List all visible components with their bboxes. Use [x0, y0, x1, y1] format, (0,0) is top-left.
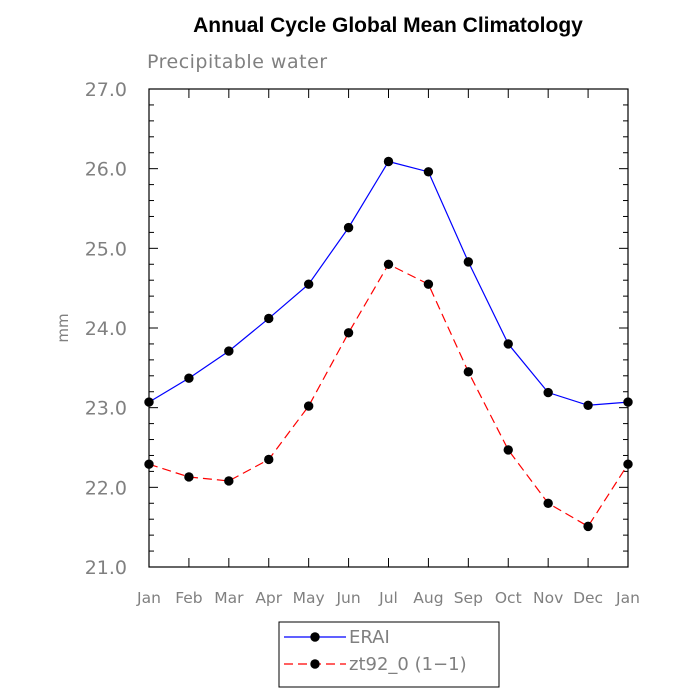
y-tick-label: 21.0: [85, 557, 127, 579]
x-tick-label: Jan: [136, 589, 161, 607]
series-1-point: [224, 346, 234, 356]
series-1-point: [184, 373, 194, 383]
series-2-point: [463, 367, 474, 377]
y-tick-label: 25.0: [85, 238, 127, 260]
x-tick-label: Mar: [214, 589, 244, 607]
y-axis-label: mm: [54, 313, 72, 342]
legend-marker-1: [310, 632, 320, 642]
series-1-point: [423, 167, 434, 177]
series-1-point: [264, 313, 274, 324]
y-tick-label: 24.0: [85, 318, 127, 340]
series-2-point: [264, 454, 274, 465]
plot-area: 21.0 22.0 23.0 24.0 25.0 26.0 27.0 Jan Feb Mar Apr…: [85, 79, 640, 607]
x-tick-label: Oct: [495, 589, 522, 607]
series-2-point: [343, 328, 354, 338]
series-2-point: [224, 476, 234, 486]
series-2-point: [503, 445, 513, 455]
legend-label-2: zt92_0 (1−1): [349, 654, 467, 675]
y-tick-label: 27.0: [85, 79, 127, 101]
series-line-1: [148, 160, 629, 406]
legend-label-1: ERAI: [349, 627, 390, 648]
x-tick-label: Feb: [175, 589, 202, 607]
series-1-point: [144, 397, 154, 407]
legend-marker-2: [310, 659, 320, 669]
chart-subtitle: Precipitable water: [147, 51, 328, 73]
series-2-point: [303, 401, 314, 411]
x-tick-label: Jun: [335, 589, 360, 607]
series-1-point: [543, 387, 553, 398]
series-1-point: [583, 400, 593, 410]
series-1-point: [503, 339, 513, 349]
legend: ERAI zt92_0 (1−1): [278, 621, 500, 688]
series-2-point: [184, 472, 194, 482]
y-tick-label: 23.0: [85, 398, 127, 420]
x-tick-label: Jul: [378, 589, 398, 607]
series-2-point: [423, 279, 434, 289]
series-2-point: [583, 521, 593, 532]
x-tick-label: Apr: [255, 589, 282, 607]
series-1-point: [463, 257, 474, 267]
series-2-point: [383, 259, 394, 269]
x-tick-label: May: [293, 589, 325, 607]
x-tick-label: Aug: [413, 589, 443, 607]
series-2-point: [623, 459, 633, 469]
series-2-point: [543, 498, 553, 508]
y-tick-label: 22.0: [85, 477, 127, 499]
series-1-point: [343, 222, 354, 233]
series-2-point: [144, 459, 154, 469]
chart-title: Annual Cycle Global Mean Climatology: [193, 14, 583, 37]
x-tick-label: Dec: [573, 589, 603, 607]
x-tick-label: Nov: [533, 589, 563, 607]
series-1-point: [303, 279, 314, 289]
series-1-point: [383, 156, 394, 167]
series-1-point: [623, 397, 633, 407]
x-tick-label: Jan: [615, 589, 640, 607]
y-tick-label: 26.0: [85, 159, 127, 181]
x-tick-label: Sep: [454, 589, 483, 607]
